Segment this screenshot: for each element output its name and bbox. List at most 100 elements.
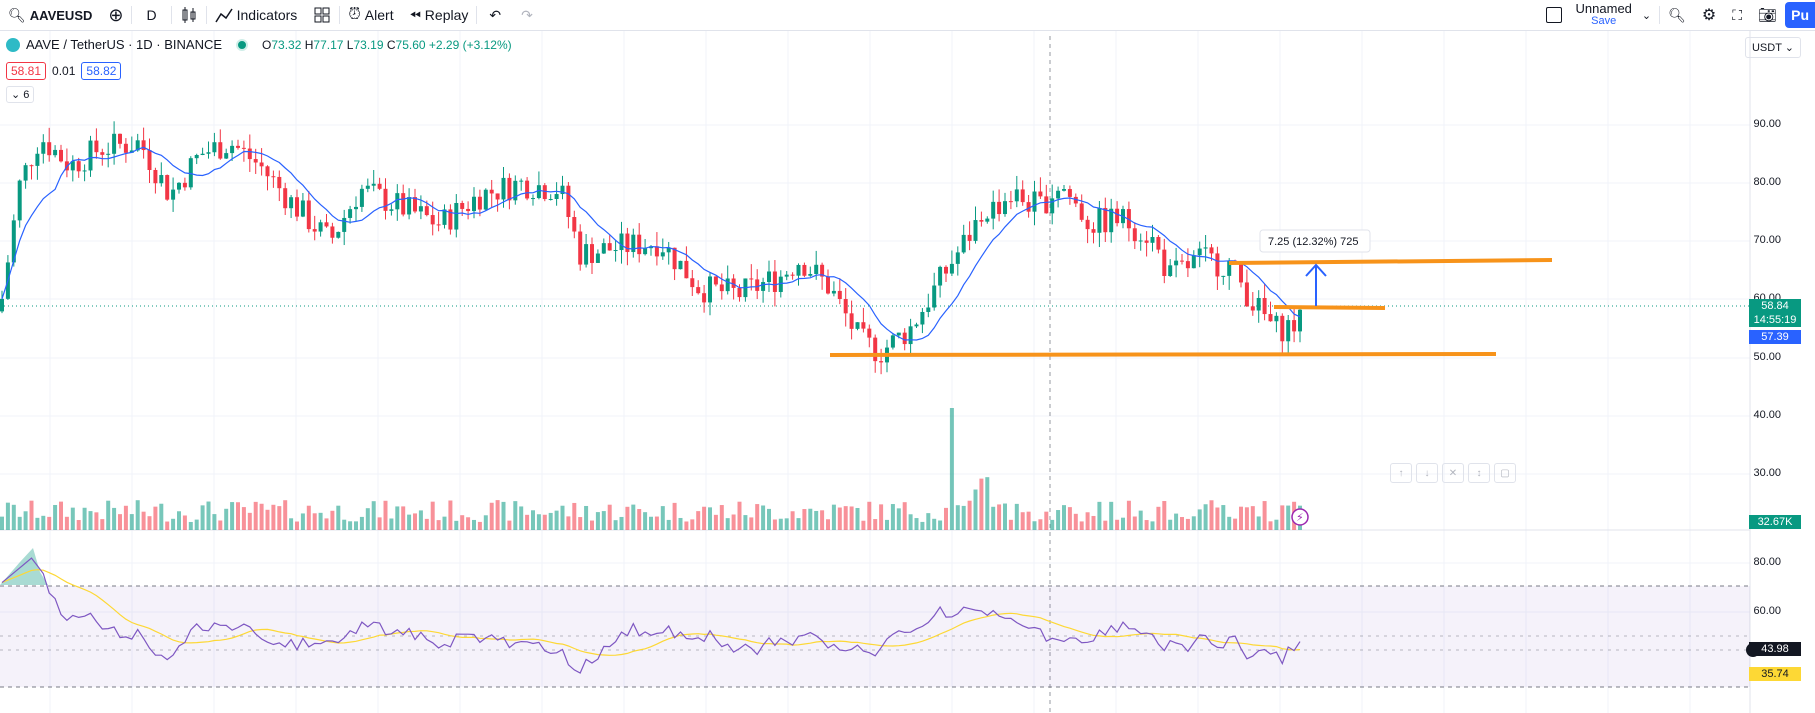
- volume-bar: [1250, 506, 1255, 530]
- indicators-collapse-button[interactable]: ⌄ 6: [6, 86, 35, 103]
- candle-body: [336, 231, 341, 238]
- volume-bar: [436, 520, 441, 530]
- redo-button[interactable]: ↷: [513, 0, 541, 30]
- horizontal-levels[interactable]: [829, 258, 1553, 357]
- layout-select[interactable]: Unnamed Save ⌄: [1538, 0, 1660, 30]
- maximize-icon[interactable]: ▢: [1494, 463, 1516, 483]
- candle-body: [713, 276, 718, 285]
- snapshot-button[interactable]: 📷︎: [1750, 0, 1785, 30]
- volume-bar: [47, 516, 52, 530]
- volume-bar: [908, 514, 913, 530]
- measure-arrow[interactable]: [1305, 263, 1327, 306]
- move-up-icon[interactable]: ↑: [1390, 463, 1412, 483]
- volume-bar: [1067, 507, 1072, 530]
- volume-bar: [495, 500, 500, 530]
- publish-button[interactable]: Pu: [1785, 2, 1815, 28]
- templates-button[interactable]: [305, 0, 339, 30]
- volume-bar: [631, 504, 636, 530]
- candle-body: [944, 266, 948, 274]
- volume-bar: [637, 509, 642, 530]
- volume-bar: [236, 502, 240, 530]
- volume-bar: [377, 517, 382, 530]
- volume-bar: [94, 512, 99, 530]
- candle-body: [979, 220, 984, 222]
- compare-button[interactable]: ⊕: [100, 0, 131, 30]
- candle-body: [772, 271, 777, 292]
- volume-bar: [979, 478, 984, 530]
- legend-title[interactable]: AAVE / TetherUS · 1D · BINANCE: [26, 37, 223, 52]
- indicators-button[interactable]: Indicators: [207, 0, 306, 30]
- candle-body: [1203, 247, 1208, 249]
- fullscreen-button[interactable]: ⛶: [1724, 0, 1750, 30]
- candle-body: [1014, 189, 1019, 202]
- open-value: 73.32: [271, 37, 302, 52]
- price-axis-label: 40.00: [1753, 409, 1781, 421]
- candlesticks: [0, 121, 1302, 375]
- collapse-icon[interactable]: ↕: [1468, 463, 1490, 483]
- volume-bar: [590, 520, 594, 530]
- lightning-icon[interactable]: ⚡︎: [1291, 508, 1309, 526]
- quick-search-button[interactable]: 🔍︎: [1660, 0, 1694, 30]
- volume-bar: [731, 514, 736, 530]
- candle-body: [536, 185, 541, 199]
- support-level-line[interactable]: [829, 352, 1497, 357]
- volume-bar: [1286, 505, 1291, 530]
- interval-label: D: [146, 7, 157, 23]
- volume-bar: [1079, 521, 1084, 530]
- replay-button[interactable]: ⏪︎ Replay: [402, 0, 477, 30]
- volume-bar: [843, 506, 848, 530]
- volume-bar: [554, 510, 559, 530]
- volume-bar: [1150, 521, 1155, 530]
- alarm-clock-icon: ⏰︎: [348, 6, 361, 23]
- resistance-level-line[interactable]: [1228, 258, 1553, 265]
- chart-type-button[interactable]: [172, 0, 206, 30]
- volume-bar: [424, 518, 429, 530]
- breakout-level-line[interactable]: [1273, 305, 1386, 310]
- candle-body: [236, 145, 240, 148]
- toolbar-right: Unnamed Save ⌄ 🔍︎ ⚙︎ ⛶ 📷︎ Pu: [1538, 0, 1815, 30]
- volume-bar: [418, 510, 423, 530]
- move-down-icon[interactable]: ↓: [1416, 463, 1438, 483]
- volume-bar: [548, 512, 553, 530]
- candle-body: [1091, 229, 1096, 233]
- currency-select[interactable]: USDT ⌄: [1744, 37, 1801, 58]
- volume-bar: [76, 520, 81, 530]
- volume-bar: [525, 514, 530, 530]
- change-value: +2.29 (+3.12%): [428, 37, 512, 52]
- candle-body: [631, 234, 636, 253]
- candle-body: [908, 326, 913, 345]
- candle-body: [1115, 208, 1120, 224]
- price-axis-label: 50.00: [1753, 351, 1781, 363]
- candle-body: [973, 220, 978, 241]
- interval-button[interactable]: D: [132, 0, 170, 30]
- buy-price-button[interactable]: 58.82: [81, 62, 122, 80]
- divider: [131, 6, 133, 24]
- save-link[interactable]: Save: [1591, 15, 1617, 27]
- search-icon: 🔍︎: [8, 6, 26, 23]
- candle-body: [920, 311, 925, 325]
- candle-body: [1026, 202, 1031, 212]
- candle-body: [914, 324, 919, 327]
- symbol-search[interactable]: 🔍︎ AAVEUSD: [0, 0, 100, 30]
- volume-bar: [348, 521, 353, 530]
- volume-bar: [513, 501, 518, 530]
- settings-button[interactable]: ⚙︎: [1694, 0, 1724, 30]
- volume-bar: [973, 489, 978, 530]
- undo-icon: ↶: [489, 6, 502, 23]
- volume-bar: [949, 408, 954, 530]
- alert-button[interactable]: ⏰︎ Alert: [340, 0, 401, 30]
- volume-bar: [53, 504, 58, 530]
- candle-body: [1085, 219, 1090, 230]
- volume-bar: [466, 517, 471, 530]
- candle-body: [1132, 228, 1137, 242]
- candle-body: [495, 193, 500, 200]
- volume-bar: [70, 507, 75, 530]
- candle-body: [295, 197, 299, 217]
- sell-price-button[interactable]: 58.81: [6, 62, 47, 80]
- close-icon[interactable]: ✕: [1442, 463, 1464, 483]
- measure-label-text: 7.25 (12.32%) 725: [1268, 236, 1359, 248]
- undo-button[interactable]: ↶: [477, 0, 513, 30]
- candle-body: [401, 193, 406, 215]
- candle-body: [778, 276, 783, 292]
